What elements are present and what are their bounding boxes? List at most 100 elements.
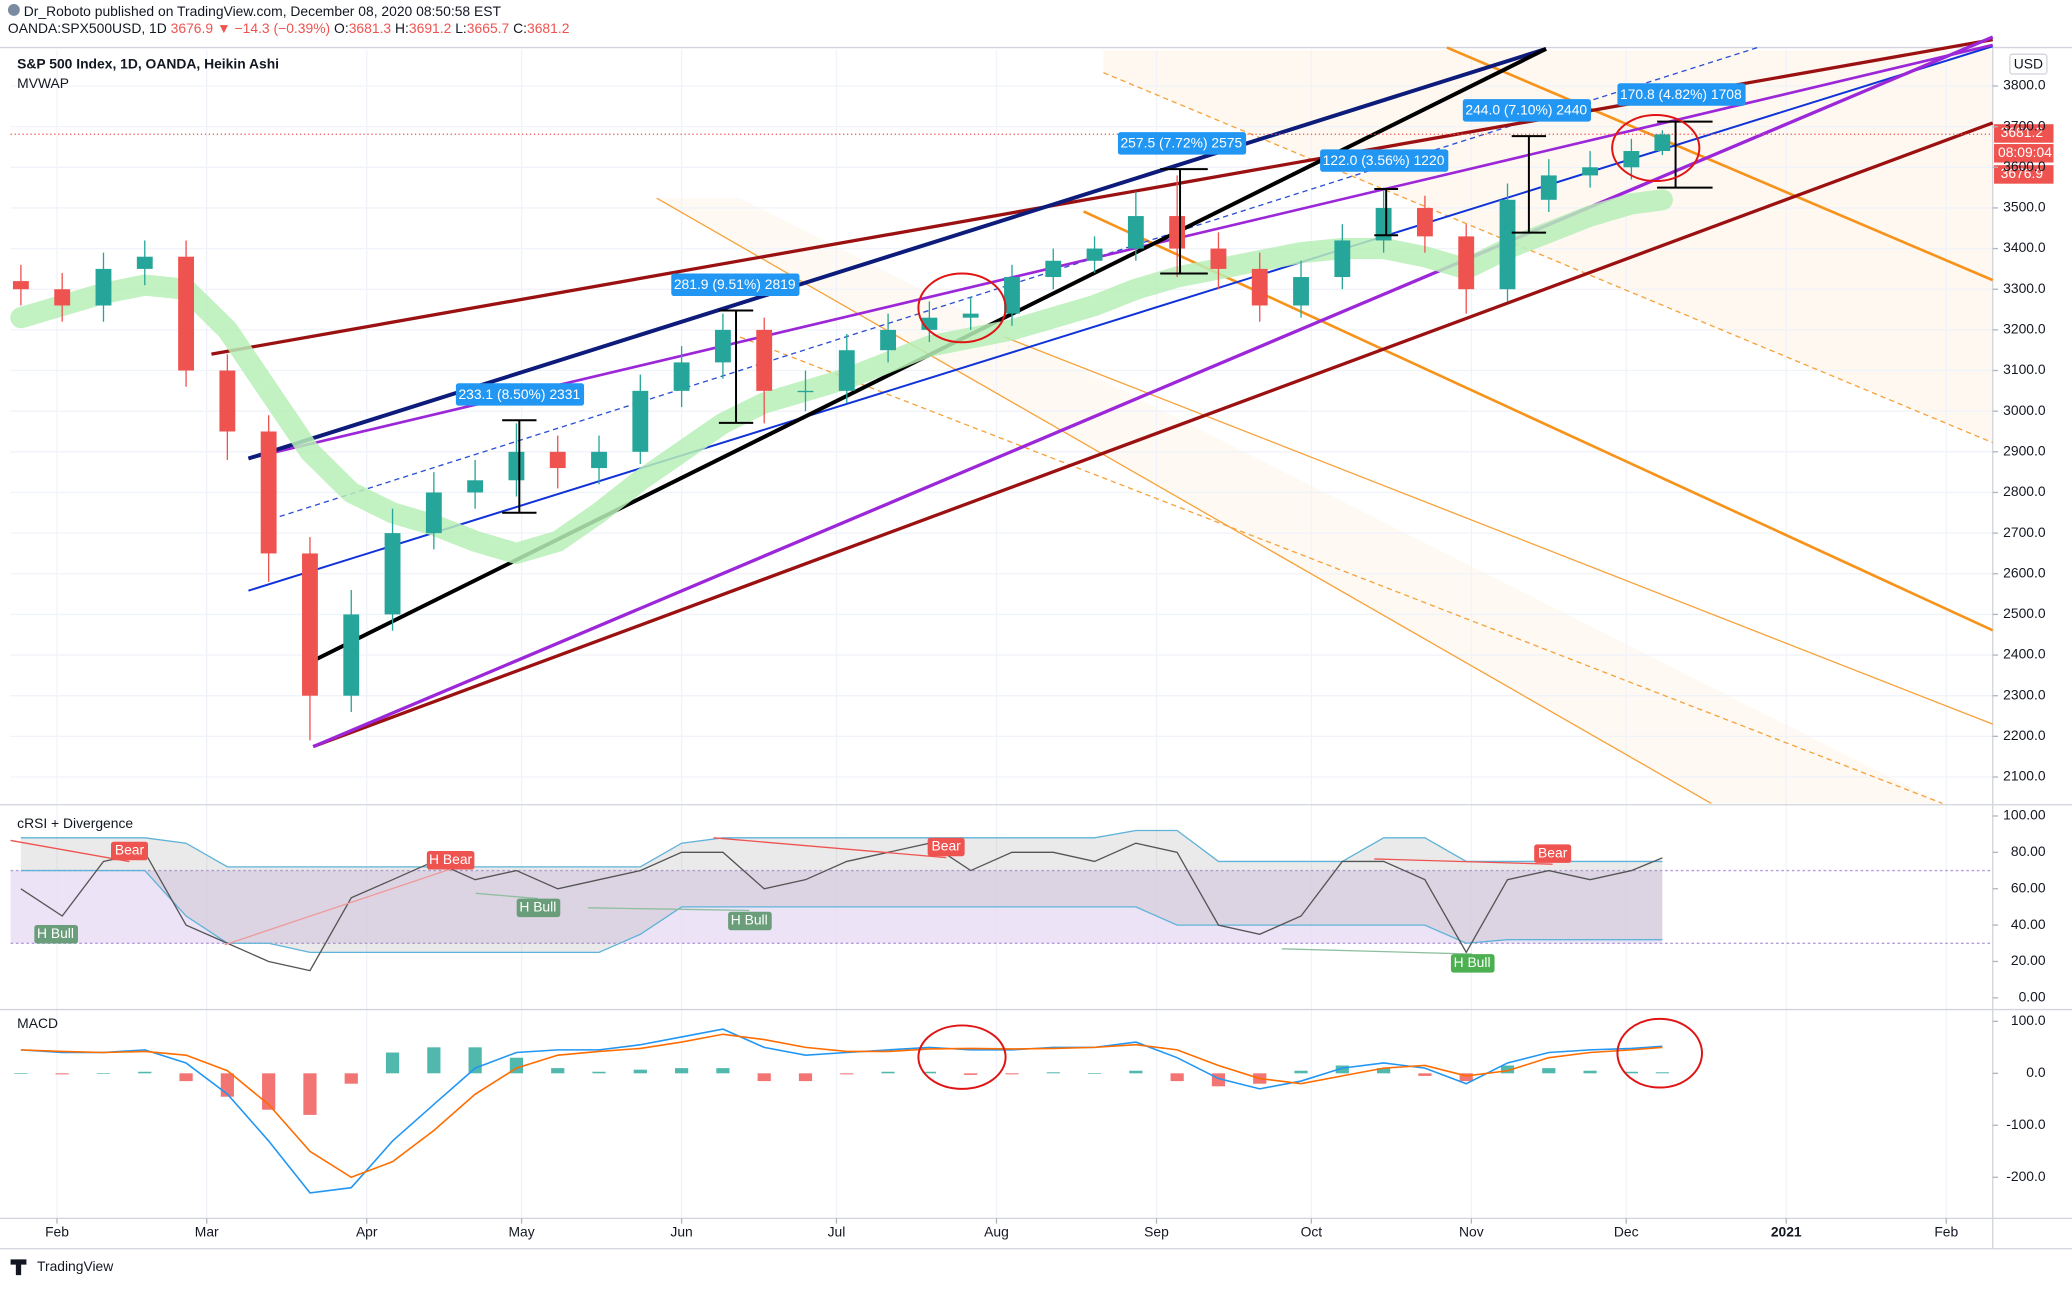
y-tick-label: 100.00 [2003,807,2046,823]
measure-label-bg [1462,99,1592,122]
measure-labels: 233.1 (8.50%) 2331 281.9 (9.51%) 2819 25… [455,83,1746,406]
footer: TradingView [10,1258,114,1276]
y-tick-label: 0.00 [2019,988,2046,1004]
measure-arrow [502,419,537,514]
histogram-bar [385,1052,400,1074]
candle-body [797,390,814,393]
histogram-bar [1377,1068,1391,1074]
band-fill [20,830,1663,953]
measure-arrow [1374,187,1399,237]
candle-body [54,289,71,306]
x-tick-label: May [508,1224,534,1240]
measure-arrow [1160,168,1208,275]
candle-body [1654,134,1671,152]
candle-body [1375,207,1392,241]
x-tick-label: Feb [45,1224,69,1240]
header: Dr_Roboto published on TradingView.com, … [7,3,570,38]
histogram-bar [1418,1073,1432,1076]
avatar [7,3,20,16]
price-tag-bg [1994,144,2054,163]
y-tick-label: 60.00 [2011,879,2046,895]
channel-line [312,35,1994,749]
histogram-bar [964,1073,978,1075]
publisher: Dr_Roboto published on TradingView.com, … [23,3,501,20]
divergence-line [713,837,947,859]
y-tick-label: 2400.0 [2003,646,2046,662]
x-tick-label: Sep [1144,1224,1169,1240]
candle-body [1416,207,1433,237]
channel-line [312,121,1994,749]
histogram-bar [757,1073,771,1082]
measure-arrow [1511,135,1547,234]
histogram-bar [840,1073,854,1075]
candle-body [1251,268,1268,306]
candle-body [343,614,360,696]
measure-label: 244.0 (7.10%) 2440 [1465,102,1587,118]
symbol: OANDA:SPX500USD, 1D [7,21,167,38]
y-tick-label: 2600.0 [2003,564,2046,580]
candle-body [673,362,690,391]
chart-title: S&P 500 Index, 1D, OANDA, Heikin Ashi [17,55,279,71]
candle-body [260,431,277,554]
histogram-bar [716,1068,730,1074]
candle-body [1045,260,1062,278]
currency: USD [2014,55,2043,71]
histogram-bar [55,1073,69,1075]
panel-title: MACD [17,1015,58,1031]
histogram-bar [1170,1073,1184,1082]
x-tick-label: Oct [1301,1224,1323,1240]
x-tick-label: Jul [828,1224,846,1240]
price-tag: 3681.2 [2001,124,2044,140]
zone-fill [656,198,1943,804]
legend-entry: MVWAP [17,75,69,91]
histogram-bar [138,1071,152,1074]
label-bg [927,837,965,857]
ohlc-value: 3691.2 [408,21,452,38]
y-tick-label: 3000.0 [2003,402,2046,418]
grid-layer [10,50,1993,1219]
currency-box [2009,53,2048,75]
measure-label-bg [455,383,585,406]
y-tick-label: 3100.0 [2003,361,2046,377]
histogram-bar [262,1073,276,1110]
histogram-bar [922,1071,936,1074]
candle-body [302,553,318,696]
label-bg [34,925,78,944]
ohlc-label: O: [334,21,349,38]
candle-body [1210,248,1227,269]
label-bg [1450,954,1495,973]
candle-body [1582,167,1599,176]
measure-label: 122.0 (3.56%) 1220 [1323,152,1445,168]
candle-body [1334,240,1351,278]
y-tick-label: 2200.0 [2003,727,2046,743]
ohlc-value: 3681.2 [526,21,570,38]
measure-label-bg [1617,83,1746,106]
divergence-line [1374,858,1553,865]
divergence-line [1281,948,1473,955]
zone-fill [1103,50,1993,443]
candle-body [136,256,153,269]
histogram-bar [1542,1068,1556,1074]
ohlc-label: H: [395,21,409,38]
candle-body [425,492,442,534]
candle-body [1623,151,1640,168]
highlight-circle [917,272,1007,344]
candle-body [549,451,566,469]
histogram-bar [1655,1072,1669,1074]
pitchfork-line [1004,336,1993,725]
ohlc-label: C: [513,21,527,38]
histogram-bar [551,1068,565,1074]
histogram-bar [1294,1070,1308,1074]
y-tick-label: 2800.0 [2003,483,2046,499]
divergence-label: H Bull [731,912,768,928]
candle-body [1499,199,1516,290]
histogram-bar [1087,1073,1102,1074]
histogram-bar [427,1047,441,1074]
divergence-label: H Bull [37,925,74,941]
x-tick-label: Mar [195,1224,219,1240]
measure-arrow [718,309,754,424]
x-tick-label: 2021 [1771,1224,1802,1240]
measure-label: 257.5 (7.72%) 2575 [1120,135,1242,151]
